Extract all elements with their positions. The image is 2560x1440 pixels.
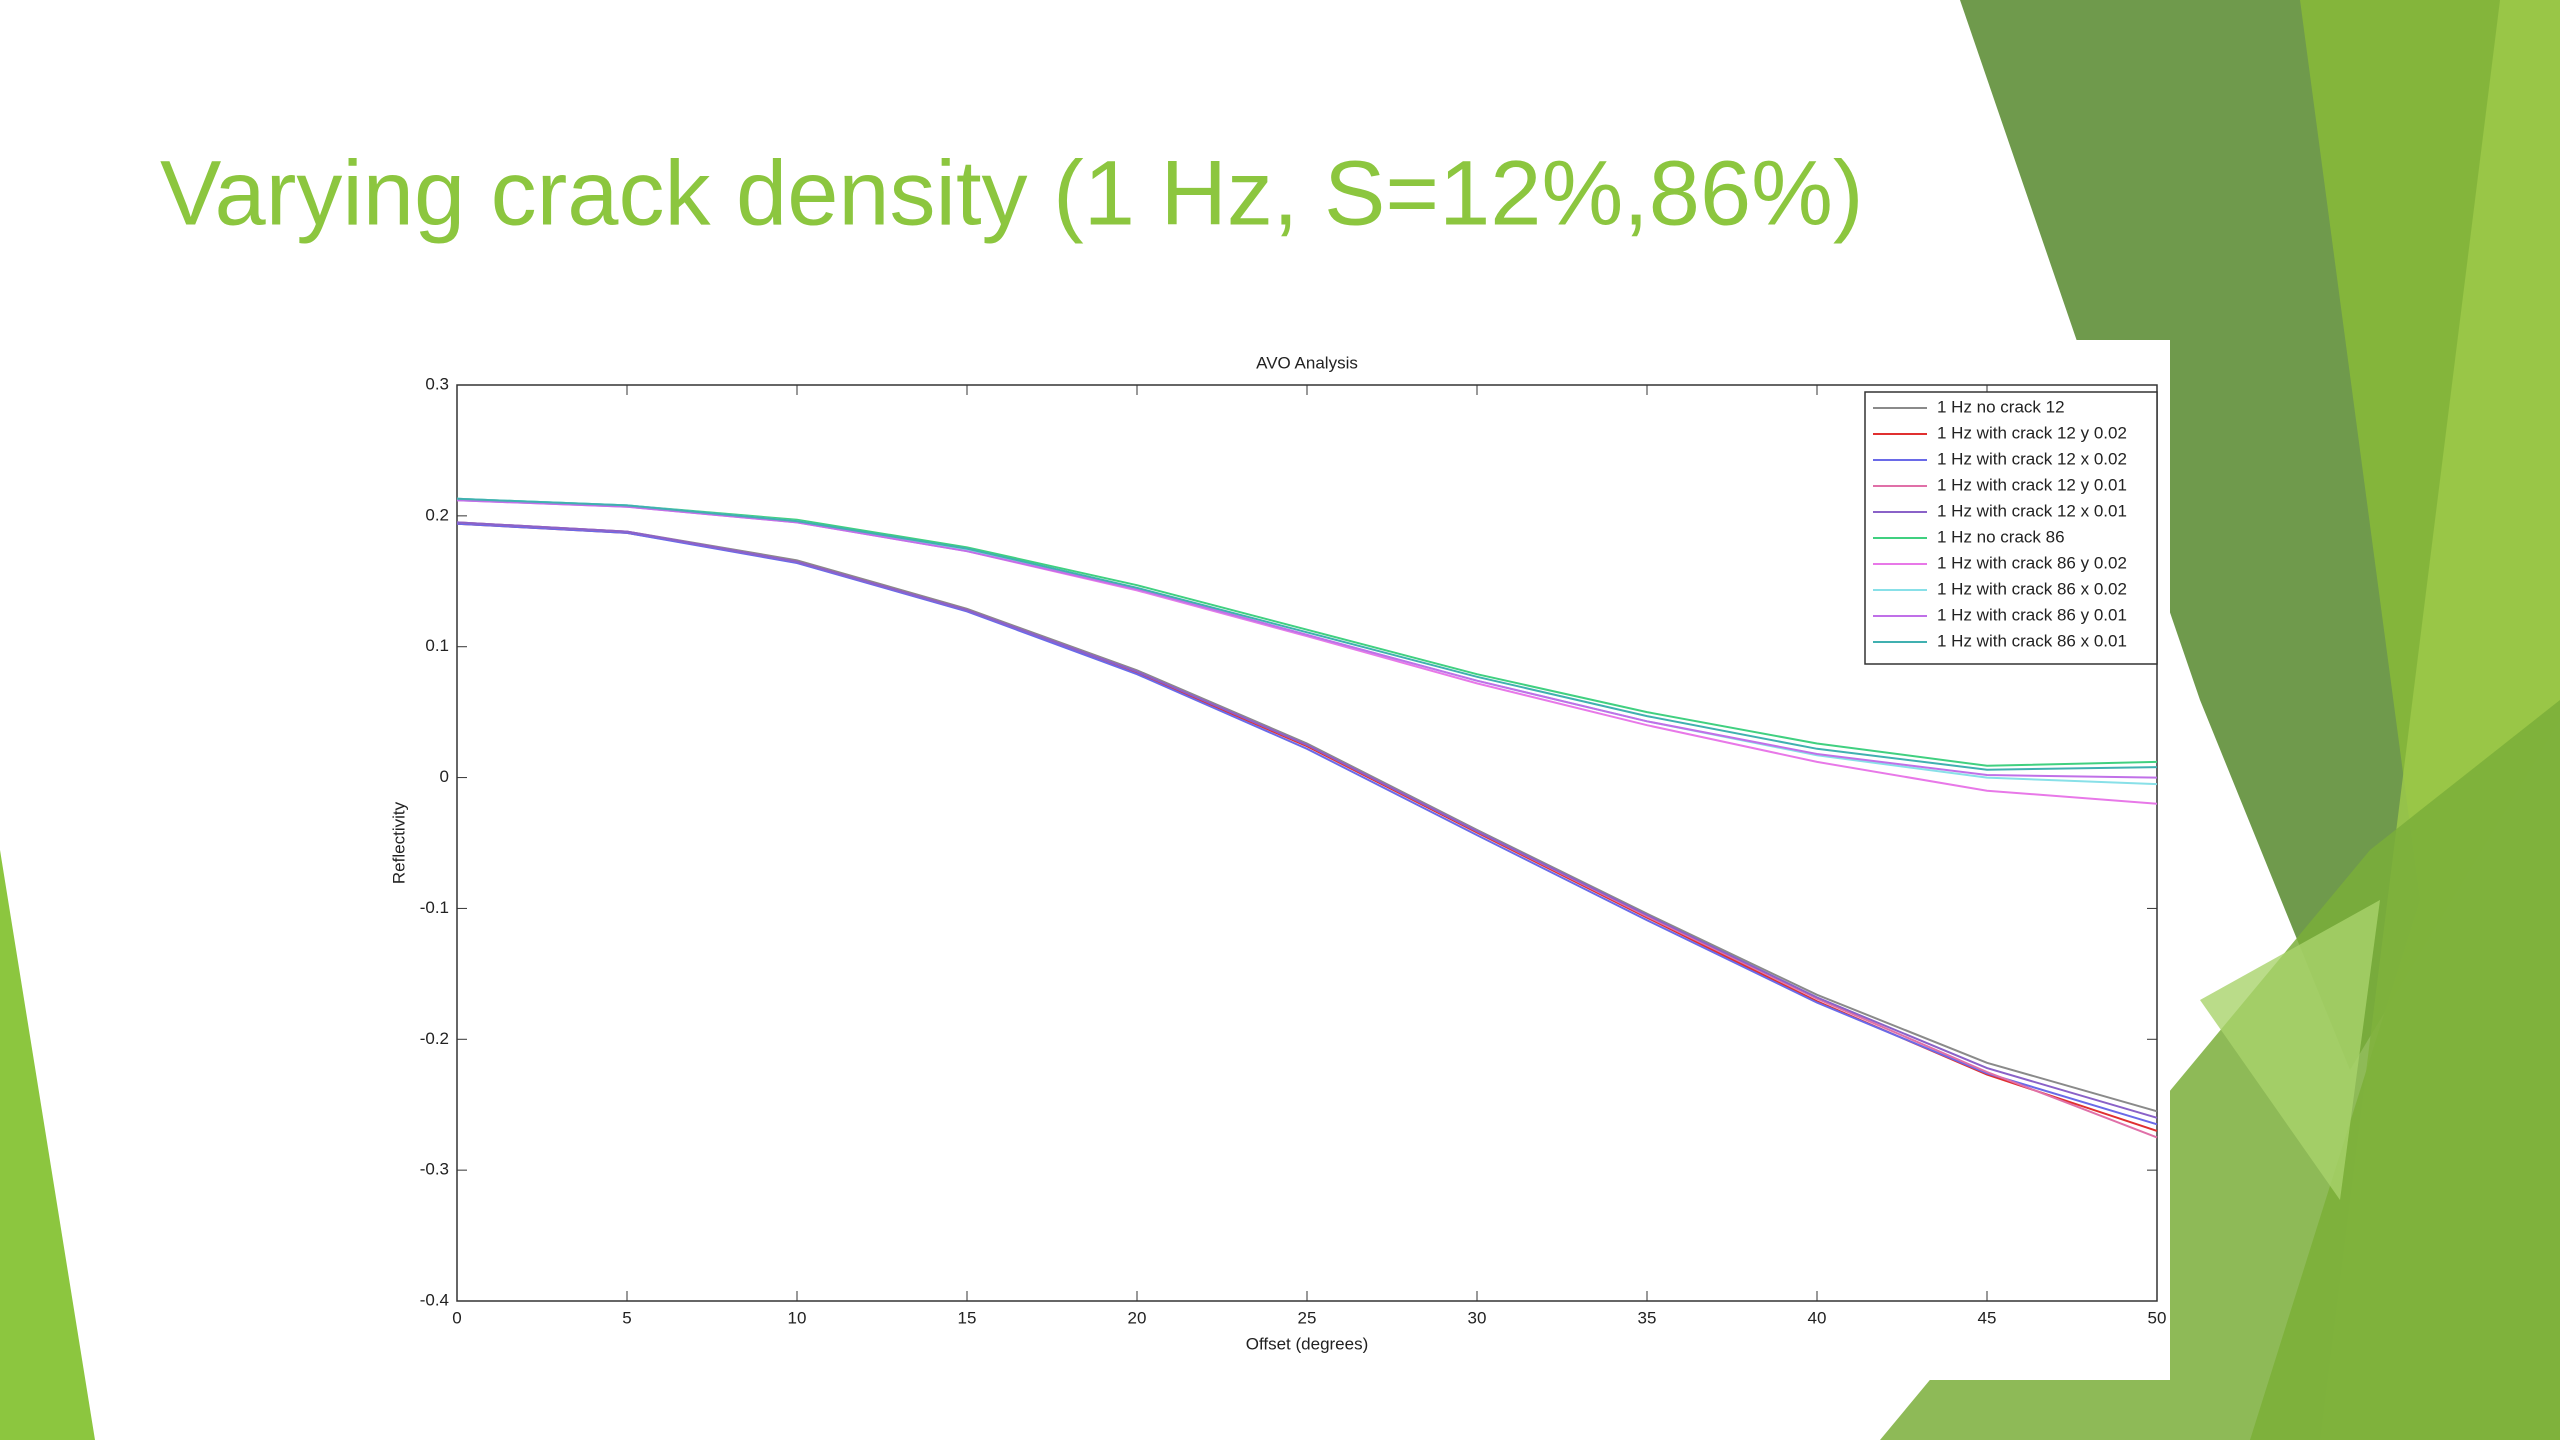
series-line bbox=[456, 497, 2158, 771]
legend-label: 1 Hz with crack 12 y 0.01 bbox=[1937, 475, 2127, 494]
legend-label: 1 Hz no crack 86 bbox=[1937, 527, 2065, 546]
legend-label: 1 Hz with crack 86 y 0.01 bbox=[1937, 605, 2127, 624]
y-tick-label: 0.2 bbox=[425, 505, 449, 524]
x-tick-label: 20 bbox=[1128, 1308, 1147, 1327]
series-line bbox=[456, 521, 2158, 1119]
x-tick-label: 0 bbox=[452, 1308, 461, 1327]
x-tick-label: 25 bbox=[1298, 1308, 1317, 1327]
legend-label: 1 Hz with crack 12 x 0.01 bbox=[1937, 501, 2127, 520]
y-tick-label: 0.1 bbox=[425, 636, 449, 655]
x-tick-label: 30 bbox=[1468, 1308, 1487, 1327]
slide-title: Varying crack density (1 Hz, S=12%,86%) bbox=[160, 142, 1864, 244]
series-line bbox=[456, 522, 2158, 1126]
x-tick-label: 50 bbox=[2148, 1308, 2167, 1327]
legend-box bbox=[1864, 391, 2158, 665]
legend-label: 1 Hz no crack 12 bbox=[1937, 397, 2065, 416]
y-tick-label: -0.1 bbox=[420, 898, 449, 917]
legend-label: 1 Hz with crack 86 x 0.02 bbox=[1937, 579, 2127, 598]
legend-label: 1 Hz with crack 12 x 0.02 bbox=[1937, 449, 2127, 468]
legend-label: 1 Hz with crack 86 y 0.02 bbox=[1937, 553, 2127, 572]
y-tick-label: -0.2 bbox=[420, 1029, 449, 1048]
chart-title: AVO Analysis bbox=[1256, 353, 1358, 372]
chart: AVO Analysis Offset (degrees) Reflectivi… bbox=[380, 340, 2170, 1380]
x-tick-label: 40 bbox=[1808, 1308, 1827, 1327]
x-tick-label: 15 bbox=[958, 1308, 977, 1327]
x-tick-label: 35 bbox=[1638, 1308, 1657, 1327]
y-tick-label: -0.4 bbox=[420, 1290, 449, 1309]
y-tick-label: -0.3 bbox=[420, 1160, 449, 1179]
y-tick-label: 0.3 bbox=[425, 374, 449, 393]
shape bbox=[0, 850, 95, 1440]
x-tick-label: 45 bbox=[1978, 1308, 1997, 1327]
x-axis-label: Offset (degrees) bbox=[1246, 1334, 1369, 1353]
shape bbox=[2200, 900, 2380, 1200]
y-axis-label: Reflectivity bbox=[389, 801, 408, 884]
x-tick-label: 10 bbox=[788, 1308, 807, 1327]
series-line bbox=[456, 499, 2158, 779]
legend-label: 1 Hz with crack 12 y 0.02 bbox=[1937, 423, 2127, 442]
y-tick-label: 0 bbox=[440, 767, 449, 786]
x-tick-label: 5 bbox=[622, 1308, 631, 1327]
legend-label: 1 Hz with crack 86 x 0.01 bbox=[1937, 631, 2127, 650]
